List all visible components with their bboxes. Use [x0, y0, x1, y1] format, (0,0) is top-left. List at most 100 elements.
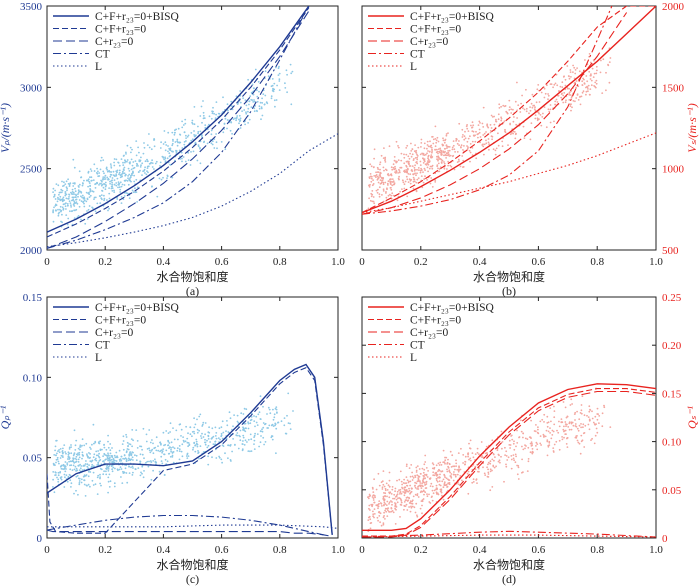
scatter-point [247, 110, 249, 113]
scatter-point [112, 466, 115, 469]
scatter-point [67, 453, 70, 456]
scatter-point [447, 164, 449, 167]
scatter-point [447, 482, 450, 485]
scatter-point [132, 191, 135, 194]
scatter-point [447, 458, 449, 461]
scatter-point [591, 410, 593, 413]
scatter-point [105, 467, 107, 470]
scatter-point [270, 95, 273, 98]
y-axis-label: Qₚ⁻¹ [0, 405, 12, 429]
scatter-point [461, 128, 464, 131]
scatter-point [89, 471, 92, 473]
scatter-point [575, 86, 577, 89]
scatter-point [601, 412, 604, 415]
scatter-point [590, 439, 592, 441]
scatter-point [107, 454, 110, 457]
scatter-point [428, 150, 431, 153]
scatter-point [396, 199, 399, 202]
x-tick-label: 0.2 [414, 256, 428, 268]
scatter-point [444, 138, 447, 141]
scatter-point [462, 134, 464, 136]
scatter-point [257, 80, 260, 83]
scatter-point [416, 480, 419, 483]
scatter-point [384, 495, 387, 498]
scatter-point [469, 160, 471, 163]
scatter-point [382, 495, 385, 498]
scatter-point [566, 87, 569, 90]
scatter-point [398, 175, 400, 178]
scatter-point [106, 466, 109, 469]
scatter-point [572, 100, 575, 102]
scatter-point [462, 454, 465, 456]
scatter-point [190, 139, 193, 142]
scatter-point [410, 490, 413, 493]
scatter-point [172, 150, 174, 153]
scatter-point [100, 468, 103, 471]
scatter-point [52, 471, 55, 473]
scatter-point [530, 419, 532, 422]
scatter-point [127, 177, 129, 180]
scatter-point [184, 118, 187, 121]
scatter-point [510, 467, 513, 470]
scatter-point [543, 436, 545, 438]
scatter-point [118, 184, 120, 186]
scatter-point [124, 161, 126, 164]
scatter-point [93, 453, 96, 456]
scatter-point [275, 406, 278, 408]
scatter-point [111, 470, 114, 473]
scatter-point [187, 134, 190, 137]
scatter-point [377, 168, 380, 171]
scatter-point [70, 452, 73, 455]
scatter-point [587, 84, 590, 87]
scatter-point [159, 161, 162, 164]
scatter-point [516, 429, 518, 432]
x-tick-label: 0.4 [157, 256, 171, 268]
scatter-point [394, 165, 396, 168]
scatter-point [570, 421, 573, 424]
scatter-point [116, 169, 119, 172]
scatter-point [253, 434, 256, 437]
scatter-point [416, 493, 419, 495]
scatter-point [132, 167, 135, 170]
scatter-point [74, 449, 77, 451]
scatter-point [162, 431, 165, 434]
scatter-point [123, 166, 126, 169]
scatter-point [599, 71, 602, 74]
scatter-point [455, 459, 457, 462]
x-tick-label: 0 [44, 256, 50, 268]
scatter-point [176, 447, 179, 450]
scatter-point [125, 459, 128, 462]
scatter-point [99, 482, 101, 485]
scatter-point [509, 123, 511, 126]
scatter-point [482, 143, 484, 146]
scatter-point [119, 188, 122, 191]
scatter-point [464, 463, 466, 466]
scatter-point [379, 175, 382, 178]
scatter-point [456, 142, 459, 145]
scatter-point [427, 158, 430, 161]
scatter-point [227, 431, 230, 433]
scatter-point [108, 170, 111, 173]
scatter-point [405, 465, 408, 467]
scatter-point [81, 444, 83, 447]
y-tick-label: 0 [37, 533, 43, 545]
scatter-point [135, 459, 138, 462]
scatter-point [412, 187, 415, 190]
scatter-point [239, 120, 241, 123]
scatter-point [119, 466, 122, 469]
scatter-point [444, 476, 446, 479]
chart-panel-4: 0 0.2 0.4 0.6 0.8 1.000.050.100.150.200.25水合物… [359, 292, 699, 586]
scatter-point [105, 470, 107, 473]
scatter-point [79, 448, 81, 451]
scatter-point [393, 183, 396, 186]
scatter-point [151, 159, 154, 162]
scatter-point [71, 210, 74, 212]
scatter-point [260, 106, 263, 109]
scatter-point [96, 167, 98, 170]
scatter-point [379, 172, 382, 175]
scatter-point [400, 152, 403, 155]
scatter-point [420, 175, 423, 178]
scatter-point [500, 455, 502, 458]
scatter-point [62, 447, 64, 450]
scatter-point [465, 125, 468, 128]
